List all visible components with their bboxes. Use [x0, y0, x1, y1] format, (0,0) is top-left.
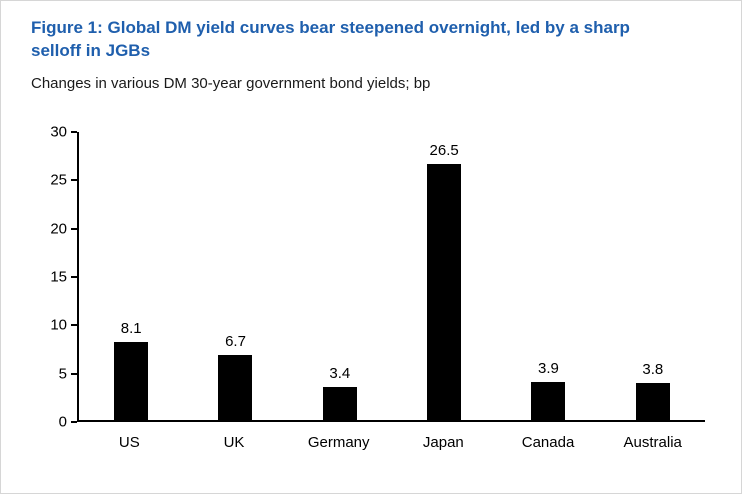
- y-tick-mark: [71, 275, 77, 278]
- y-tick-mark: [71, 130, 77, 133]
- bar: [531, 382, 566, 420]
- x-tick-label: UK: [223, 433, 245, 451]
- bar-value-label: 8.1: [120, 319, 142, 337]
- y-tick-mark: [71, 227, 77, 230]
- plot-area: 8.1 6.7 3.4 26.5 3.9 3.8: [77, 131, 705, 422]
- y-tick-label: 30: [50, 123, 67, 141]
- y-tick-label: 10: [50, 316, 67, 334]
- y-tick-mark: [71, 372, 77, 375]
- bar: [322, 387, 357, 420]
- bar: [218, 355, 253, 420]
- x-tick-label: Japan: [422, 433, 464, 451]
- y-tick-label: 20: [50, 220, 67, 238]
- y-tick-mark: [71, 420, 77, 423]
- x-tick-label: Germany: [307, 433, 370, 451]
- bar-value-label: 3.9: [538, 360, 559, 378]
- x-axis-labels: US UK Germany Japan Canada Australia: [77, 434, 705, 451]
- bar: [427, 163, 462, 420]
- bar-column-uk: 6.7: [183, 132, 287, 420]
- bar-column-japan: 26.5: [392, 132, 496, 420]
- x-tick-label: Canada: [521, 433, 575, 451]
- bar: [635, 383, 670, 420]
- bar-column-germany: 3.4: [288, 132, 392, 420]
- bar-chart: 8.1 6.7 3.4 26.5 3.9 3.8 US UK Germany Japan Cana…: [31, 123, 711, 458]
- figure-subtitle: Changes in various DM 30-year government…: [31, 74, 431, 92]
- y-tick-label: 25: [50, 171, 67, 189]
- y-tick-mark: [71, 179, 77, 182]
- y-tick-label: 15: [50, 268, 67, 286]
- x-tick-label: Australia: [623, 433, 682, 451]
- bar-value-label: 3.4: [329, 365, 351, 383]
- bar-value-label: 6.7: [225, 333, 246, 351]
- bar-column-canada: 3.9: [496, 132, 600, 420]
- y-tick-label: 5: [58, 365, 67, 383]
- bar-column-australia: 3.8: [601, 132, 705, 420]
- bar: [114, 341, 149, 420]
- y-tick-label: 0: [58, 413, 67, 431]
- bar-column-us: 8.1: [79, 132, 183, 420]
- x-tick-label: US: [118, 433, 140, 451]
- bar-value-label: 26.5: [429, 141, 459, 159]
- bar-value-label: 3.8: [642, 361, 664, 379]
- figure-title: Figure 1: Global DM yield curves bear st…: [31, 18, 630, 60]
- y-tick-mark: [71, 324, 77, 327]
